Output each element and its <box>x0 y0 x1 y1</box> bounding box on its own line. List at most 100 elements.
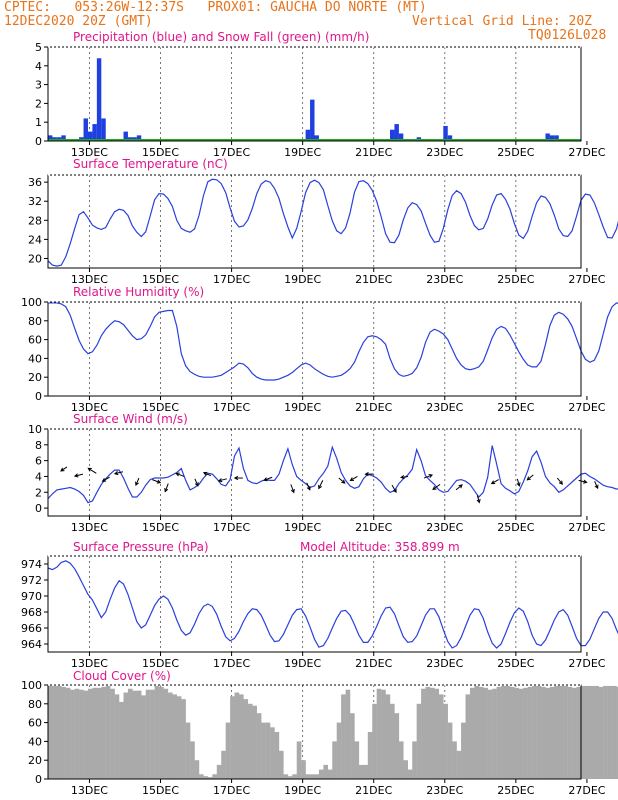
cloud-bar <box>261 722 266 779</box>
cloud-bar <box>154 685 160 779</box>
x-tick-label: 21DEC <box>355 784 392 797</box>
cloud-bar <box>603 685 608 779</box>
wind-arrow-head <box>392 488 397 494</box>
y-tick-label: 36 <box>28 176 42 189</box>
cloud-bar <box>492 688 497 779</box>
wind-arrow <box>423 474 433 479</box>
x-tick-label: 13DEC <box>71 273 108 286</box>
cloud-bar <box>221 750 226 779</box>
cloud-bar <box>150 689 155 779</box>
wind-arrow-head <box>341 479 346 484</box>
y-tick-label: 972 <box>21 574 42 587</box>
wind-arrow <box>578 479 587 483</box>
precip-bar <box>136 135 142 141</box>
precip-bar <box>398 133 404 141</box>
cloud-bar <box>363 764 368 779</box>
cloud-bar <box>407 769 413 779</box>
x-tick-label: 15DEC <box>142 521 179 534</box>
wind-arrow <box>290 484 295 493</box>
wind-arrow-head <box>101 478 107 482</box>
wind-arrow-head <box>583 479 588 484</box>
precip-bar <box>92 124 97 141</box>
cloud-bar <box>203 776 209 779</box>
wind-arrow-head <box>73 473 79 478</box>
cloud-bar <box>79 689 84 779</box>
wind-arrow-head <box>60 467 65 472</box>
y-tick-label: 40 <box>28 352 42 365</box>
series-line <box>48 302 618 381</box>
cloud-bar <box>585 685 591 779</box>
cloud-bar <box>132 690 138 779</box>
cloud-bar <box>87 688 93 779</box>
cloud-bar <box>114 694 120 779</box>
wind-arrow <box>306 482 311 490</box>
precip-bar <box>390 129 395 141</box>
y-tick-label: 964 <box>21 638 42 651</box>
series-line <box>47 178 618 267</box>
panel-3 <box>44 301 618 400</box>
cloud-bar <box>332 741 337 779</box>
wind-arrow <box>74 473 84 477</box>
x-tick-label: 23DEC <box>426 273 463 286</box>
wind-arrow-head <box>526 476 531 481</box>
cloud-bar <box>345 689 351 779</box>
precip-bar <box>310 99 315 141</box>
cloud-bar <box>443 703 448 779</box>
series-line <box>47 560 618 649</box>
cloud-bar <box>487 689 493 779</box>
precip-bar <box>96 58 102 141</box>
panel-frame <box>47 174 582 269</box>
x-tick-label: 23DEC <box>426 146 463 159</box>
wind-arrow <box>88 467 97 474</box>
cloud-bar <box>292 774 297 779</box>
cloud-bar <box>119 701 124 779</box>
wind-arrow <box>194 478 199 487</box>
panel-1 <box>44 46 588 145</box>
x-tick-label: 19DEC <box>284 146 321 159</box>
cloud-bar <box>70 689 75 779</box>
x-tick-label: 21DEC <box>355 273 392 286</box>
cloud-bar <box>256 713 262 779</box>
cloud-bar <box>314 774 320 779</box>
cloud-bar <box>536 685 542 779</box>
cloud-bar <box>385 694 391 779</box>
x-tick-label: 25DEC <box>497 521 534 534</box>
cloud-bar <box>501 685 506 779</box>
cloud-bar <box>194 760 200 779</box>
cloud-bar <box>92 687 98 779</box>
cloud-bar <box>207 777 213 779</box>
wind-arrow-head <box>87 467 92 472</box>
wind-arrow-head <box>156 479 162 484</box>
y-tick-label: 60 <box>28 334 42 347</box>
x-tick-label: 27DEC <box>568 521 605 534</box>
cloud-bar <box>105 685 111 779</box>
x-tick-label: 25DEC <box>497 273 534 286</box>
cloud-bar <box>123 692 129 779</box>
cloud-bar <box>52 685 58 779</box>
x-tick-label: 17DEC <box>213 401 250 414</box>
cloud-bar <box>514 687 520 779</box>
precip-bar <box>123 131 128 141</box>
cloud-bar <box>465 694 471 779</box>
panel-frame <box>47 301 582 397</box>
panel-title: Surface Pressure (hPa) <box>73 540 209 554</box>
cloud-bar <box>398 741 404 779</box>
x-tick-label: 21DEC <box>355 521 392 534</box>
wind-arrow-head <box>458 484 463 489</box>
cloud-bar <box>96 687 102 779</box>
precip-bar <box>48 135 53 141</box>
x-tick-label: 15DEC <box>142 401 179 414</box>
cloud-bar <box>296 741 302 779</box>
cloud-bar <box>301 760 306 779</box>
cloud-bar <box>612 685 617 779</box>
y-tick-label: 20 <box>28 754 42 767</box>
cloud-bar <box>199 774 204 779</box>
cloud-bar <box>523 687 528 779</box>
wind-arrow-head <box>318 484 322 490</box>
cloud-bar <box>265 722 271 779</box>
cloud-bar <box>65 687 71 779</box>
wind-arrow-head <box>306 486 311 491</box>
panel-frame <box>47 46 582 142</box>
cloud-bar <box>247 703 253 779</box>
cloud-bar <box>225 722 231 779</box>
